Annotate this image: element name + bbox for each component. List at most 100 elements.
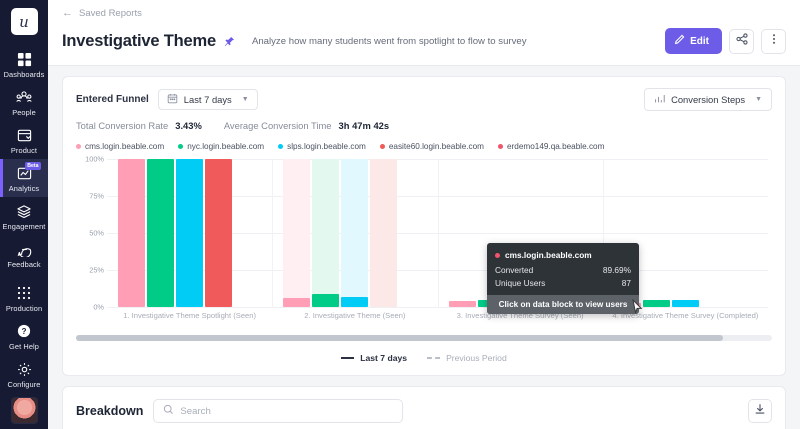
breakdown-search[interactable]: Search (153, 399, 404, 423)
chart-bar-slot[interactable] (399, 159, 426, 307)
chart-bar-group (272, 159, 437, 307)
mouse-cursor-icon (632, 298, 643, 319)
chart-bar-background (312, 159, 340, 307)
chart-bar-slot[interactable] (234, 159, 261, 307)
chart-bar-slot[interactable] (671, 159, 699, 307)
chart-bar-slot[interactable] (312, 159, 340, 307)
tooltip-action[interactable]: Click on data block to view users (487, 295, 639, 314)
breadcrumb[interactable]: ← Saved Reports (62, 8, 786, 20)
edit-button[interactable]: Edit (665, 28, 722, 54)
chart-bar[interactable] (448, 301, 476, 307)
x-axis-tick: 1. Investigative Theme Spotlight (Seen) (123, 311, 257, 320)
legend-item[interactable]: cms.login.beable.com (76, 142, 164, 151)
gridline (107, 307, 768, 308)
sidebar-item-people[interactable]: People (0, 83, 48, 121)
page-header: ← Saved Reports Investigative Theme Anal… (48, 0, 800, 66)
pencil-icon (674, 34, 685, 48)
legend-label: cms.login.beable.com (85, 142, 165, 151)
legend-item[interactable]: erdemo149.qa.beable.com (498, 142, 604, 151)
chart-bar-slot[interactable] (370, 159, 398, 307)
product-box-icon (15, 126, 33, 144)
legend-item[interactable]: nyc.login.beable.com (178, 142, 264, 151)
app-logo[interactable]: u (10, 8, 38, 35)
sidebar-item-label: Get Help (9, 342, 39, 351)
funnel-chart: 0% 25% 50% 75% 100% 1. Investigative Theme S… (76, 155, 772, 331)
page-subtitle: Analyze how many students went from spot… (251, 35, 527, 47)
funnel-card: Entered Funnel Last 7 days ▼ (62, 76, 786, 376)
page-content: Entered Funnel Last 7 days ▼ (48, 66, 800, 429)
sidebar-item-configure[interactable]: Configure (0, 355, 48, 393)
legend-item[interactable]: easite60.login.beable.com (379, 142, 484, 151)
chart-scrollbar[interactable] (76, 335, 772, 341)
page-title: Investigative Theme (62, 31, 216, 50)
share-icon (735, 32, 748, 50)
chart-bar-slot[interactable] (176, 159, 204, 307)
sidebar-item-product[interactable]: Product (0, 121, 48, 159)
total-conversion-rate-value: 3.43% (175, 120, 202, 131)
people-icon (15, 88, 33, 106)
analytics-chart-icon (15, 164, 33, 182)
chart-bar-slot[interactable] (341, 159, 369, 307)
tooltip-row-value: 89.69% (602, 265, 631, 275)
view-mode-select[interactable]: Conversion Steps ▼ (644, 88, 772, 111)
legend-label: slps.login.beable.com (287, 142, 366, 151)
pin-icon[interactable] (224, 36, 235, 47)
sidebar-item-feedback[interactable]: Feedback (0, 235, 48, 273)
chart-bar[interactable] (205, 159, 233, 307)
sidebar-item-label: Engagement (2, 222, 46, 231)
chart-bar-slot[interactable] (283, 159, 311, 307)
sidebar-item-get-help[interactable]: ? Get Help (0, 317, 48, 355)
chart-bar-slot[interactable] (730, 159, 757, 307)
chart-bar-slot[interactable] (701, 159, 728, 307)
edit-button-label: Edit (690, 35, 709, 47)
tooltip-row: Unique Users 87 (487, 277, 639, 290)
main-area: ← Saved Reports Investigative Theme Anal… (48, 0, 800, 429)
chart-bar-slot[interactable] (642, 159, 670, 307)
chart-bar-slot[interactable] (205, 159, 233, 307)
legend-previous-period[interactable]: Previous Period (427, 353, 507, 363)
x-axis-labels: 1. Investigative Theme Spotlight (Seen) 2… (107, 311, 768, 320)
legend-label: erdemo149.qa.beable.com (507, 142, 605, 151)
download-icon (754, 402, 766, 420)
breadcrumb-label: Saved Reports (79, 8, 142, 19)
y-axis-tick: 50% (89, 228, 104, 238)
y-axis-tick: 25% (89, 265, 104, 275)
sidebar-item-analytics[interactable]: Beta Analytics (0, 159, 48, 197)
chart-bar[interactable] (671, 299, 699, 307)
legend-item[interactable]: slps.login.beable.com (278, 142, 366, 151)
chart-bar[interactable] (176, 159, 204, 307)
sidebar-item-label: Dashboards (3, 70, 45, 79)
avatar[interactable] (10, 397, 38, 424)
chart-scrollbar-thumb[interactable] (76, 335, 724, 341)
y-axis-tick: 75% (89, 191, 104, 201)
chart-bar[interactable] (341, 296, 369, 307)
chart-bar-slot[interactable] (147, 159, 175, 307)
sidebar-item-label: Feedback (7, 260, 41, 269)
sidebar-item-production[interactable]: Production (0, 279, 48, 317)
chevron-down-icon: ▼ (755, 96, 762, 103)
chart-bar[interactable] (312, 293, 340, 307)
chart-bar[interactable] (642, 299, 670, 307)
layers-icon (15, 202, 33, 220)
sidebar-item-engagement[interactable]: Engagement (0, 197, 48, 235)
share-button[interactable] (729, 28, 754, 54)
kebab-menu-icon (768, 32, 780, 50)
sidebar-item-dashboards[interactable]: Dashboards (0, 45, 48, 83)
chart-bar[interactable] (283, 298, 311, 307)
download-button[interactable] (748, 399, 772, 423)
chart-bar[interactable] (147, 159, 175, 307)
total-conversion-rate-label: Total Conversion Rate (76, 120, 169, 131)
legend-current-period[interactable]: Last 7 days (341, 353, 407, 363)
chart-bar-background (341, 159, 369, 307)
chart-bar-slot[interactable] (448, 159, 476, 307)
solid-line-icon (341, 357, 355, 359)
avg-conversion-time-label: Average Conversion Time (223, 120, 332, 131)
entered-funnel-label: Entered Funnel (76, 94, 149, 105)
chart-bar[interactable] (118, 159, 146, 307)
more-options-button[interactable] (761, 28, 786, 54)
date-range-select[interactable]: Last 7 days ▼ (157, 89, 258, 110)
grid-squares-icon (15, 50, 33, 68)
chart-bar-slot[interactable] (118, 159, 146, 307)
tooltip-row-label: Unique Users (495, 278, 546, 288)
bar-chart-icon (654, 93, 665, 106)
